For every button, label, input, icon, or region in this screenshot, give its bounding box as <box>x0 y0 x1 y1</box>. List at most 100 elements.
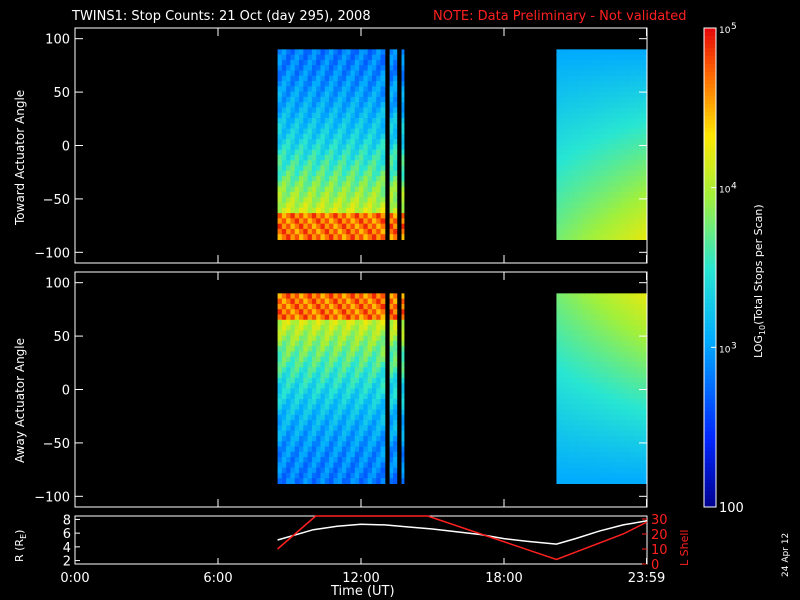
heatmap-cell <box>350 70 356 77</box>
heatmap-cell <box>625 478 631 484</box>
heatmap-cell <box>311 430 317 437</box>
heatmap-cell <box>560 165 566 172</box>
heatmap-cell <box>363 314 369 321</box>
heatmap-cell <box>608 96 613 103</box>
heatmap-cell <box>324 430 330 437</box>
heatmap-cell <box>354 451 360 458</box>
heatmap-cell <box>307 128 313 135</box>
heatmap-cell <box>371 112 377 119</box>
heatmap-cell <box>290 223 296 230</box>
heatmap-cell <box>307 96 313 103</box>
heatmap-cell <box>599 441 605 448</box>
heatmap-cell <box>595 362 600 368</box>
heatmap-cell <box>320 420 326 426</box>
heatmap-cell <box>599 75 605 82</box>
heatmap-cell <box>337 102 343 108</box>
heatmap-cell <box>603 467 609 474</box>
heatmap-cell <box>329 75 334 82</box>
heatmap-cell <box>612 377 618 384</box>
colorbar-cell <box>704 315 716 320</box>
heatmap-cell <box>316 441 321 448</box>
colorbar-cell <box>704 335 716 340</box>
heatmap-cell <box>329 176 334 182</box>
heatmap-cell <box>376 149 382 156</box>
heatmap-cell <box>354 388 360 395</box>
heatmap-cell <box>556 165 562 172</box>
heatmap-cell <box>633 128 639 135</box>
heatmap-cell <box>286 351 291 358</box>
heatmap-cell <box>616 49 622 56</box>
heatmap-cell <box>393 170 398 177</box>
heatmap-cell <box>299 478 304 484</box>
heatmap-cell <box>565 362 570 368</box>
heatmap-cell <box>294 372 300 379</box>
heatmap-cell <box>346 75 352 82</box>
heatmap-cell <box>320 133 326 140</box>
heatmap-cell <box>311 462 317 469</box>
heatmap-cell <box>389 165 394 172</box>
heatmap-cell <box>367 319 373 326</box>
heatmap-cell <box>350 123 356 130</box>
heatmap-cell <box>307 133 313 140</box>
heatmap-cell <box>307 362 313 368</box>
heatmap-cell <box>286 234 291 240</box>
heatmap-cell <box>573 49 579 56</box>
heatmap-cell <box>337 54 343 61</box>
heatmap-cell <box>320 49 326 56</box>
heatmap-cell <box>638 218 643 225</box>
heatmap-cell <box>329 346 334 352</box>
heatmap-cell <box>354 133 360 140</box>
heatmap-cell <box>380 356 386 363</box>
heatmap-cell <box>290 144 296 151</box>
heatmap-cell <box>281 319 287 326</box>
heatmap-cell <box>560 462 566 469</box>
heatmap-cell <box>363 372 369 379</box>
heatmap-cell <box>573 181 579 188</box>
heatmap-cell <box>359 133 364 140</box>
heatmap-cell <box>573 441 579 448</box>
heatmap-cell <box>629 335 635 342</box>
heatmap-cell <box>625 367 631 374</box>
heatmap-cell <box>389 346 394 352</box>
heatmap-cell <box>556 123 562 130</box>
heatmap-cell <box>393 65 398 71</box>
heatmap-cell <box>565 54 570 61</box>
heatmap-cell <box>590 356 596 363</box>
heatmap-cell <box>363 377 369 384</box>
heatmap-cell <box>633 123 639 130</box>
heatmap-cell <box>329 293 334 300</box>
heatmap-cell <box>354 398 360 405</box>
heatmap-cell <box>333 367 339 374</box>
heatmap-cell <box>281 420 287 426</box>
heatmap-cell <box>582 181 588 188</box>
heatmap-cell <box>620 207 626 214</box>
heatmap-cell <box>569 335 575 342</box>
heatmap-cell <box>620 170 626 177</box>
heatmap-cell <box>350 202 356 209</box>
heatmap-cell <box>590 160 596 167</box>
heatmap-cell <box>642 356 648 363</box>
heatmap-cell <box>638 457 643 463</box>
heatmap-cell <box>560 186 566 193</box>
heatmap-cell <box>599 149 605 156</box>
heatmap-cell <box>281 330 287 337</box>
heatmap-cell <box>354 346 360 352</box>
heatmap-cell <box>346 186 352 193</box>
heatmap-cell <box>341 81 347 87</box>
heatmap-cell <box>573 65 579 71</box>
heatmap-cell <box>389 112 394 119</box>
heatmap-cell <box>625 81 631 87</box>
heatmap-cell <box>565 234 570 240</box>
heatmap-cell <box>389 367 394 374</box>
heatmap-cell <box>595 325 600 331</box>
heatmap-cell <box>616 123 622 130</box>
heatmap-cell <box>599 107 605 114</box>
heatmap-cell <box>286 96 291 103</box>
heatmap-cell <box>350 325 356 331</box>
heatmap-cell <box>281 202 287 209</box>
colorbar-cell <box>704 343 716 348</box>
heatmap-cell <box>350 420 356 426</box>
heatmap-cell <box>303 351 309 358</box>
heatmap-cell <box>341 346 347 352</box>
heatmap-cell <box>599 160 605 167</box>
